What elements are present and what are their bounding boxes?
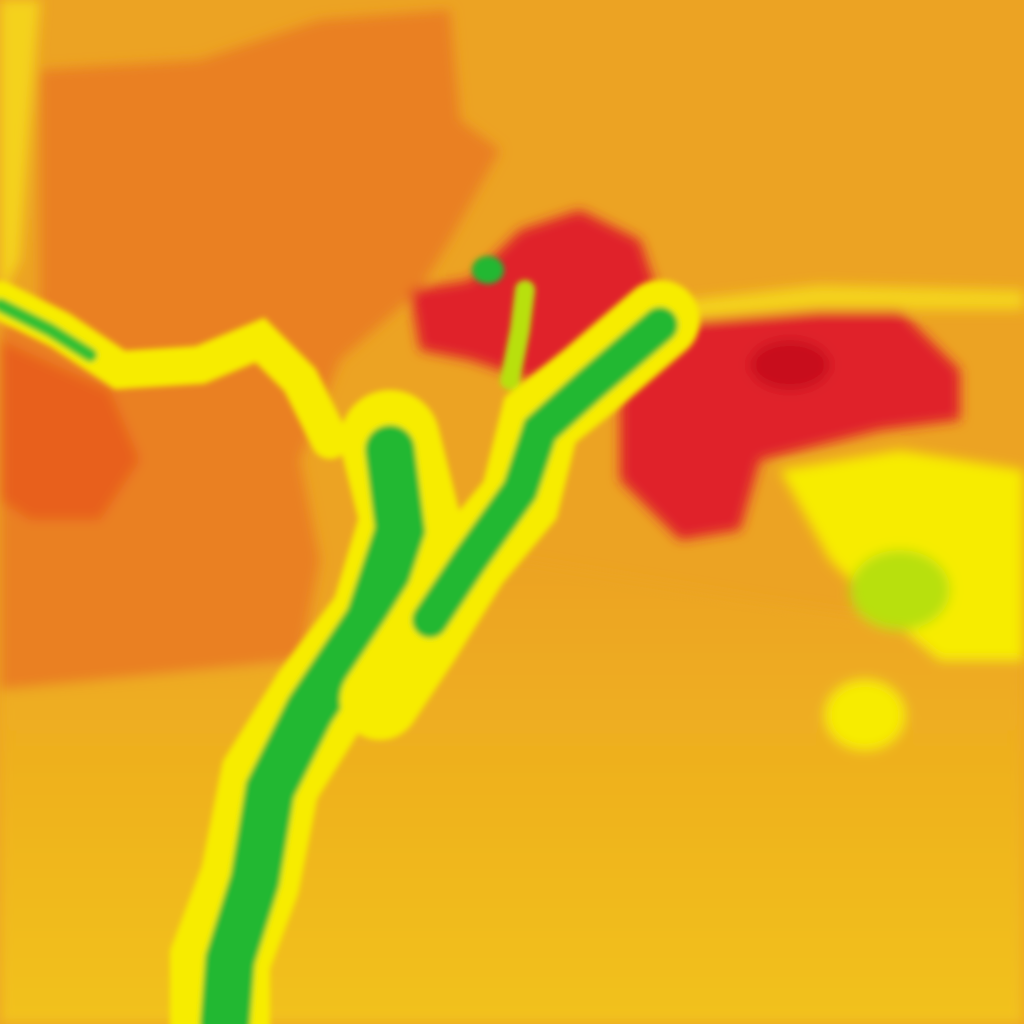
river-north-branch [500,280,535,390]
yellow-southeast-patch [825,680,905,750]
yellow-ridge-north [690,285,1024,320]
river-west-green [0,298,97,362]
river-east-green [412,307,678,638]
river-channels [0,256,700,1024]
green-pond [472,256,504,284]
deep-orange-west-region [0,340,140,520]
red-east-region [620,310,960,540]
dark-red-core [750,340,830,390]
lime-east-patch [850,550,950,630]
river-main-green [200,425,426,1024]
yellow-west-band [0,0,40,300]
